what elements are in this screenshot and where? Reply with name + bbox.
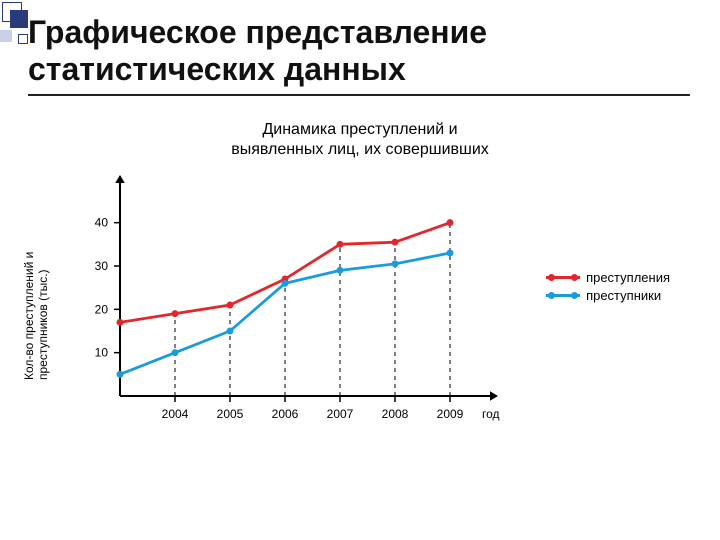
svg-text:2009: 2009 xyxy=(437,407,464,421)
legend: преступления преступники xyxy=(546,270,670,306)
line-chart: 10 20 30 40 2004 2005 2006 2007 2008 2009 годы xyxy=(60,166,500,436)
svg-text:2006: 2006 xyxy=(272,407,299,421)
legend-item: преступники xyxy=(546,288,670,303)
title-block: Графическое представление статистических… xyxy=(28,14,700,96)
svg-text:20: 20 xyxy=(95,302,109,316)
title-underline xyxy=(28,94,690,96)
svg-text:40: 40 xyxy=(95,216,109,230)
y-axis-label-text: Кол-во преступлений ипреступников (тыс.) xyxy=(22,252,50,380)
legend-item: преступления xyxy=(546,270,670,285)
slide: Графическое представление статистических… xyxy=(0,0,720,540)
legend-label: преступления xyxy=(586,270,670,285)
page-title: Графическое представление статистических… xyxy=(28,14,700,88)
chart-container: Динамика преступлений и выявленных лиц, … xyxy=(60,120,660,460)
chart-title-line1: Динамика преступлений и xyxy=(262,121,457,138)
svg-text:годы: годы xyxy=(482,407,500,421)
legend-label: преступники xyxy=(586,288,661,303)
chart-title: Динамика преступлений и выявленных лиц, … xyxy=(60,120,660,160)
legend-swatch xyxy=(546,276,580,279)
chart-title-line2: выявленных лиц, их совершивших xyxy=(231,141,489,158)
svg-text:30: 30 xyxy=(95,259,109,273)
svg-text:2005: 2005 xyxy=(217,407,244,421)
svg-text:2008: 2008 xyxy=(382,407,409,421)
legend-swatch xyxy=(546,294,580,297)
svg-text:10: 10 xyxy=(95,346,109,360)
y-axis-label: Кол-во преступлений ипреступников (тыс.) xyxy=(22,252,50,380)
svg-text:2007: 2007 xyxy=(327,407,354,421)
svg-text:2004: 2004 xyxy=(162,407,189,421)
